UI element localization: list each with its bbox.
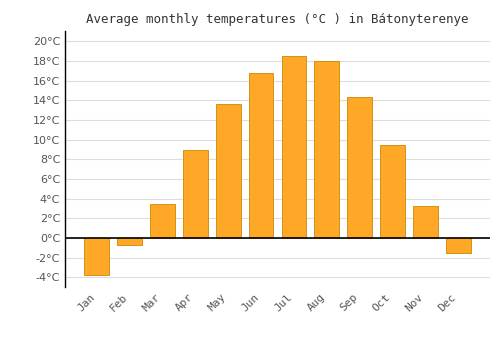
Title: Average monthly temperatures (°C ) in Bátonyterenye: Average monthly temperatures (°C ) in Bá… [86,13,469,26]
Bar [314,61,339,238]
Bar [446,238,470,253]
Bar [150,204,174,238]
Bar [380,146,405,238]
Bar [216,104,240,238]
Bar [413,206,438,238]
Bar [282,56,306,238]
Bar [248,73,274,238]
Bar [117,238,142,245]
Bar [183,150,208,238]
Bar [84,238,109,275]
Bar [348,97,372,238]
